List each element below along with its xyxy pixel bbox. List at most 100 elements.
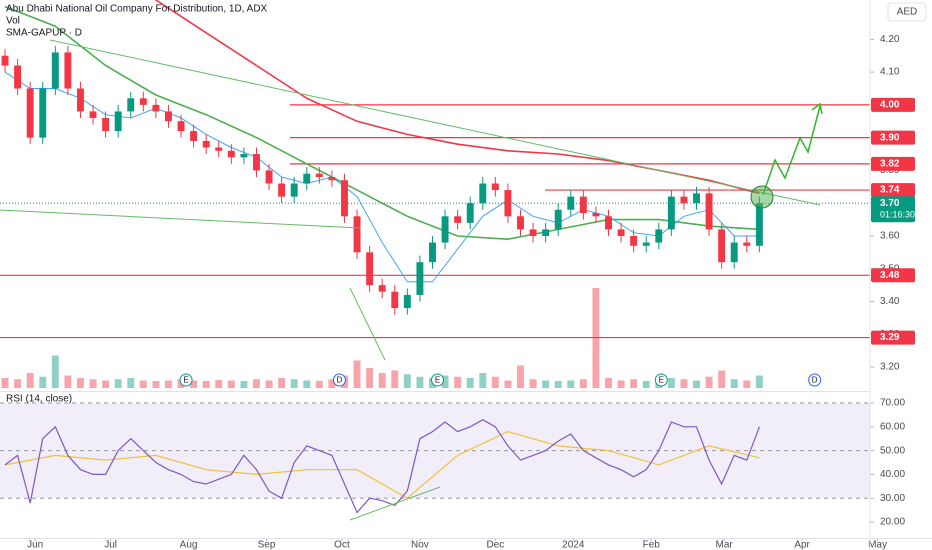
volume-bar xyxy=(240,381,248,388)
level-label: 3.82 xyxy=(880,159,900,170)
candle-body xyxy=(177,121,185,132)
volume-bar xyxy=(353,360,361,388)
level-label: 3.48 xyxy=(880,270,900,281)
x-tick-label: Aug xyxy=(180,540,198,550)
candle-body xyxy=(240,154,248,158)
x-tick-label: Oct xyxy=(334,540,350,550)
volume-bar xyxy=(617,380,625,388)
rsi-title: RSI (14, close) xyxy=(6,394,72,405)
candle-body xyxy=(391,291,399,309)
volume-bar xyxy=(315,381,323,388)
volume-bar xyxy=(89,379,97,388)
candle-body xyxy=(403,294,411,309)
rsi-y-tick-label: 70.00 xyxy=(880,398,905,409)
arrow-head xyxy=(811,102,823,115)
volume-bar xyxy=(491,376,499,388)
x-tick-label: Jul xyxy=(104,540,117,550)
chart-title: Abu Dhabi National Oil Company For Distr… xyxy=(6,4,268,15)
volume-bar xyxy=(403,374,411,388)
candle-body xyxy=(341,180,348,217)
event-label: D xyxy=(812,376,818,385)
event-marker xyxy=(431,373,445,387)
volume-bar xyxy=(542,380,550,388)
candle-body xyxy=(378,285,386,292)
volume-bar xyxy=(152,381,160,388)
event-label: E xyxy=(435,376,440,385)
candle-body xyxy=(592,213,600,217)
volume-bar xyxy=(278,378,286,388)
candle-body xyxy=(579,196,587,214)
candle-body xyxy=(165,111,172,122)
volume-bar xyxy=(441,375,449,388)
candle-body xyxy=(655,229,663,243)
trend-line xyxy=(0,209,361,229)
candle-body xyxy=(51,52,59,89)
level-label-box xyxy=(871,97,915,112)
volume-bar xyxy=(454,376,462,388)
volume-bar xyxy=(139,380,147,388)
candle-body xyxy=(479,183,487,204)
x-tick-label: Nov xyxy=(411,540,429,550)
candle-body xyxy=(491,183,499,191)
candle-body xyxy=(139,98,147,105)
volume-bar xyxy=(77,378,84,388)
candle-body xyxy=(542,229,550,236)
last-price-box xyxy=(871,196,915,223)
volume-bar xyxy=(290,379,298,388)
level-label: 3.74 xyxy=(880,185,900,196)
candle-body xyxy=(517,216,524,230)
level-label-box xyxy=(871,156,915,171)
rsi-y-tick-label: 30.00 xyxy=(880,493,905,504)
candle-body xyxy=(718,229,726,263)
volume-bar xyxy=(416,376,424,388)
trend-line xyxy=(49,39,821,206)
candle-body xyxy=(466,203,474,223)
volume-bar xyxy=(114,379,122,388)
volume-bar xyxy=(466,378,474,388)
candle-body xyxy=(667,196,675,230)
volume-bar xyxy=(743,380,751,388)
last-price-label: 3.70 xyxy=(880,198,900,209)
projection-arrow xyxy=(762,105,821,196)
volume-bar xyxy=(680,379,688,388)
volume-bar xyxy=(529,379,537,388)
volume-bar xyxy=(579,379,587,388)
currency-box[interactable] xyxy=(887,2,927,22)
y-tick-label: 3.40 xyxy=(880,296,900,307)
x-tick-label: Feb xyxy=(643,540,661,550)
volume-bar xyxy=(693,380,700,388)
currency[interactable]: AED xyxy=(897,7,918,18)
candle-body xyxy=(366,252,374,286)
level-label-box xyxy=(871,268,915,283)
candle-body xyxy=(202,140,210,148)
volume-bar xyxy=(64,375,72,388)
vol-label: Vol xyxy=(6,16,20,27)
candle-body xyxy=(353,216,361,253)
volume-bar xyxy=(102,380,110,388)
level-label-box xyxy=(871,130,915,145)
rsi-y-tick-label: 20.00 xyxy=(880,517,905,528)
volume-bar xyxy=(127,378,135,388)
candle-body xyxy=(77,88,84,112)
candle-body xyxy=(454,216,462,223)
candle-body xyxy=(441,216,449,243)
candle-body xyxy=(64,52,72,89)
x-tick-label: 2024 xyxy=(562,540,585,550)
volume-bar xyxy=(479,373,487,388)
volume-bar xyxy=(227,380,235,388)
candle-body xyxy=(14,65,22,89)
candle-body xyxy=(529,229,537,236)
x-tick-label: May xyxy=(868,540,887,550)
trend-line xyxy=(349,287,386,361)
volume-bar xyxy=(328,379,336,388)
volume-bar xyxy=(1,378,9,388)
volume-bar xyxy=(215,380,223,388)
x-tick-label: Apr xyxy=(794,540,810,550)
candle-body xyxy=(26,88,34,138)
volume-bar xyxy=(755,375,763,388)
level-label-box xyxy=(871,183,915,198)
candle-body xyxy=(303,173,311,184)
